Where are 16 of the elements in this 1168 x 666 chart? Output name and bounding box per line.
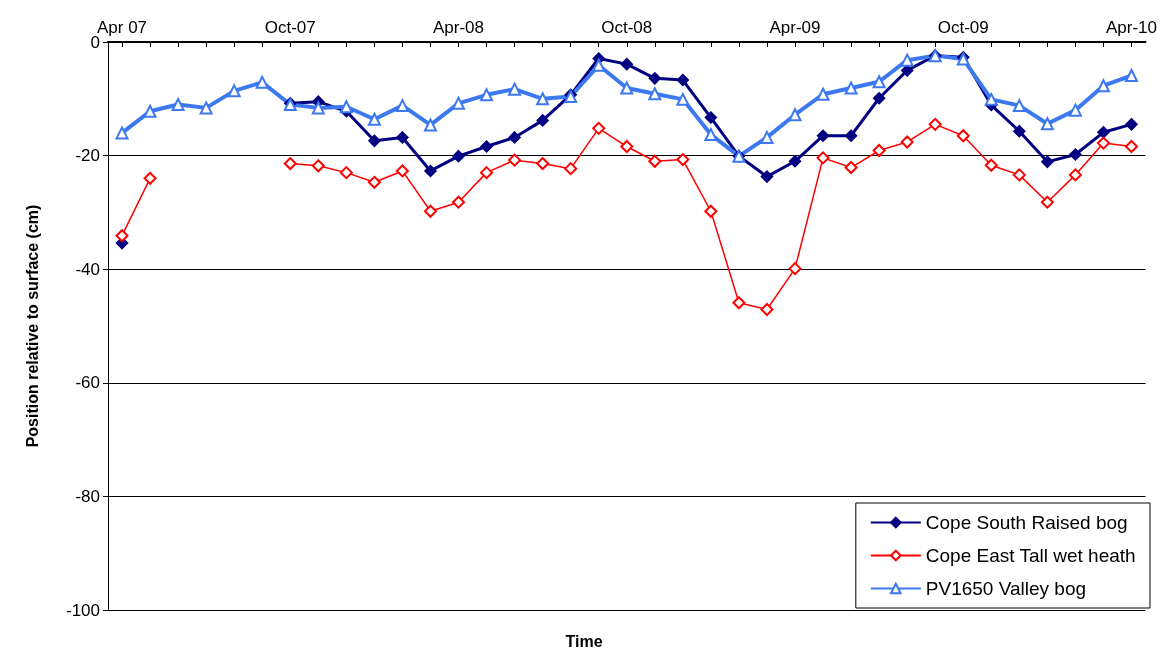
y-tick-label: -100: [65, 600, 100, 620]
legend-label: PV1650 Valley bog: [925, 578, 1087, 599]
x-tick-label: Apr-10: [1105, 18, 1158, 37]
x-tick-label: Apr-09: [769, 18, 821, 37]
y-tick-label: -40: [75, 259, 100, 279]
y-axis-title: Position relative to surface (cm): [23, 204, 41, 448]
y-tick-label: -60: [75, 373, 100, 393]
y-tick-label: -80: [75, 486, 100, 506]
x-tick-label: Oct-09: [937, 18, 989, 37]
x-tick-label: Oct-08: [601, 18, 653, 37]
x-tick-label: Oct-07: [264, 18, 316, 37]
legend-label: Cope East Tall wet heath: [925, 545, 1136, 566]
y-tick-label: -20: [75, 146, 100, 166]
legend-label: Cope South Raised bog: [925, 512, 1128, 533]
x-tick-label: Apr-08: [433, 18, 485, 37]
x-axis-title: Time: [565, 632, 603, 650]
